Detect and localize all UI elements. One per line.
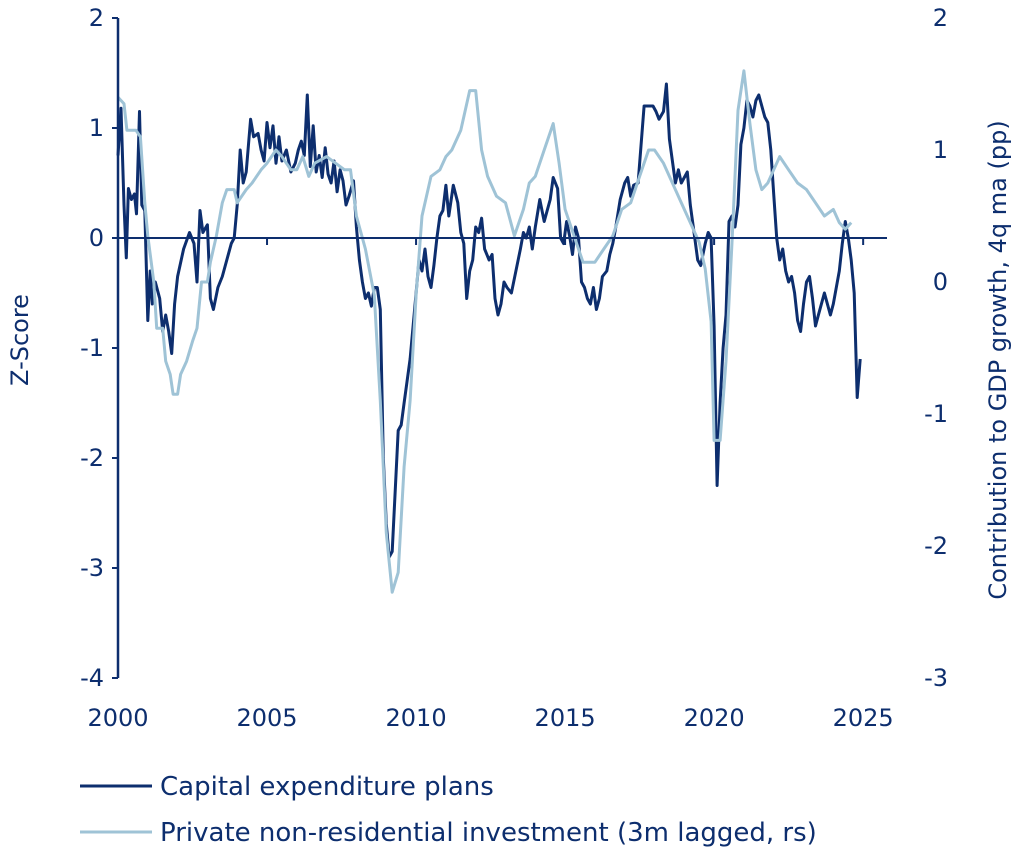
- y-tick-label-left: -3: [80, 554, 104, 582]
- axes-layer: [116, 18, 887, 678]
- x-tick-label: 2000: [87, 704, 148, 732]
- series-layer: [116, 69, 862, 594]
- series-line-investment: [116, 69, 853, 594]
- y-axis-title-left: Z-Score: [6, 294, 34, 386]
- y-tick-label-right: -1: [924, 400, 948, 428]
- series-line-capex: [116, 82, 862, 559]
- y-tick-label-left: -1: [80, 334, 104, 362]
- legend-label-capex: Capital expenditure plans: [160, 772, 494, 802]
- x-tick-label: 2005: [236, 704, 297, 732]
- y-tick-label-right: 1: [933, 136, 948, 164]
- legend: Capital expenditure plans Private non-re…: [80, 772, 817, 848]
- y-axis-title-right: Contribution to GDP growth, 4q ma (pp): [984, 120, 1012, 599]
- ticks-layer: 2 1 0 -1 -2 -3 -4 2 1 0 -1 -2 -3 2000 2005 2010 2015 2020…: [80, 4, 948, 732]
- y-tick-label-right: 2: [933, 4, 948, 32]
- y-tick-label-left: 0: [89, 224, 104, 252]
- y-tick-label-left: 1: [89, 114, 104, 142]
- x-tick-label: 2020: [684, 704, 745, 732]
- x-tick-label: 2015: [535, 704, 596, 732]
- legend-label-investment: Private non-residential investment (3m l…: [160, 818, 817, 848]
- y-tick-label-left: 2: [89, 4, 104, 32]
- y-tick-label-right: -2: [924, 532, 948, 560]
- x-tick-label: 2010: [386, 704, 447, 732]
- y-tick-label-left: -2: [80, 444, 104, 472]
- y-tick-label-right: 0: [933, 268, 948, 296]
- y-tick-label-left: -4: [80, 664, 104, 692]
- x-tick-label: 2025: [833, 704, 894, 732]
- y-tick-label-right: -3: [924, 664, 948, 692]
